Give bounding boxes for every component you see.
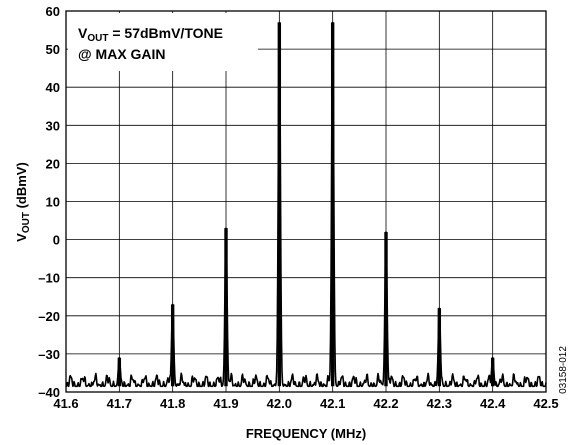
y-tick-label: –20 bbox=[38, 309, 60, 324]
x-tick-label: 41.6 bbox=[53, 396, 78, 411]
grid bbox=[66, 11, 546, 392]
x-tick-label: 41.9 bbox=[213, 396, 238, 411]
tick-labels: 41.6 41.7 41.8 41.9 42.0 42.1 42.2 42.3 42.4 42.5… bbox=[38, 4, 558, 411]
x-tick-label: 42.3 bbox=[427, 396, 452, 411]
x-tick-label: 42.1 bbox=[320, 396, 345, 411]
annotation-box bbox=[68, 13, 258, 71]
y-tick-label: –10 bbox=[38, 271, 60, 286]
x-tick-label: 41.8 bbox=[160, 396, 185, 411]
y-tick-label: 60 bbox=[46, 4, 60, 19]
spectrum-trace bbox=[65, 21, 547, 388]
figure-id: 03158-012 bbox=[558, 346, 569, 394]
y-tick-label: 30 bbox=[46, 118, 60, 133]
x-axis-title: FREQUENCY (MHz) bbox=[246, 426, 366, 441]
x-tick-label: 41.7 bbox=[107, 396, 132, 411]
plot-frame bbox=[65, 10, 547, 393]
y-tick-label: –40 bbox=[38, 385, 60, 400]
y-axis-title: VOUT (dBmV) bbox=[14, 162, 32, 242]
annotation-line2: @ MAX GAIN bbox=[78, 46, 166, 62]
x-tick-label: 42.2 bbox=[373, 396, 398, 411]
spectrum-line bbox=[65, 21, 547, 388]
y-tick-label: 20 bbox=[46, 156, 60, 171]
y-tick-label: –30 bbox=[38, 347, 60, 362]
y-tick-label: 40 bbox=[46, 80, 60, 95]
y-tick-label: 50 bbox=[46, 42, 60, 57]
x-tick-label: 42.4 bbox=[480, 396, 506, 411]
x-tick-label: 42.0 bbox=[267, 396, 292, 411]
y-tick-label: 0 bbox=[53, 233, 60, 248]
y-tick-label: 10 bbox=[46, 195, 60, 210]
x-tick-label: 42.5 bbox=[533, 396, 558, 411]
annotation-line1: VOUT = 57dBmV/TONE bbox=[78, 25, 223, 44]
